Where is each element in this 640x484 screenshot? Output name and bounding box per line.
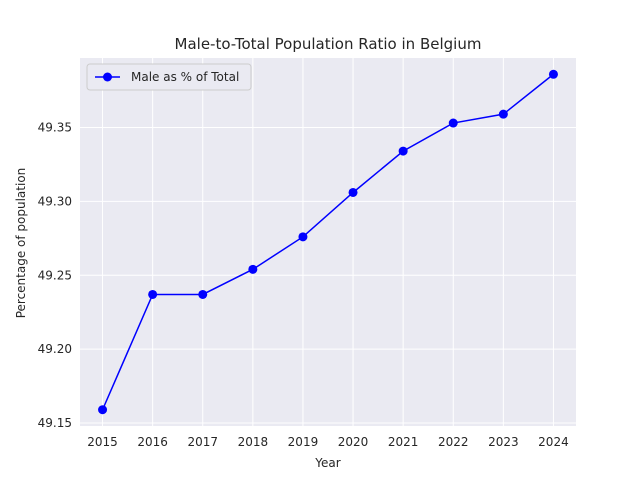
y-tick-label: 49.35 — [38, 120, 72, 134]
y-tick-label: 49.25 — [38, 268, 72, 282]
data-point — [98, 405, 108, 415]
x-tick-label: 2019 — [288, 435, 319, 449]
data-point — [448, 118, 458, 128]
legend: Male as % of Total — [86, 63, 252, 91]
data-point — [248, 264, 258, 274]
legend-label: Male as % of Total — [131, 70, 239, 84]
x-tick-label: 2022 — [438, 435, 469, 449]
data-point — [298, 232, 308, 242]
plot-area — [80, 58, 576, 426]
legend-box — [86, 63, 252, 91]
x-tick-label: 2016 — [137, 435, 168, 449]
x-axis-label: Year — [314, 456, 340, 470]
y-tick-labels: 49.15 49.20 49.25 49.30 49.35 — [38, 120, 72, 430]
grid-lines — [80, 58, 576, 426]
series-line — [101, 73, 554, 411]
x-tick-labels: 2015 2016 2017 2018 2019 2020 2021 2022 2023 2024 — [87, 435, 568, 449]
y-axis-label: Percentage of population — [14, 168, 28, 319]
x-tick-label: 2018 — [238, 435, 269, 449]
series-lines — [101, 73, 554, 411]
data-point — [498, 109, 508, 119]
x-tick-label: 2015 — [87, 435, 118, 449]
data-point — [198, 289, 208, 299]
y-tick-label: 49.30 — [38, 194, 72, 208]
data-point — [148, 289, 158, 299]
x-tick-label: 2024 — [538, 435, 569, 449]
legend-marker-swatch — [103, 72, 112, 82]
x-tick-label: 2023 — [488, 435, 519, 449]
x-tick-label: 2017 — [187, 435, 218, 449]
data-point — [348, 187, 358, 197]
data-point — [398, 146, 408, 156]
x-tick-label: 2021 — [388, 435, 419, 449]
series-markers — [98, 69, 558, 415]
data-point — [548, 69, 558, 79]
x-tick-label: 2020 — [338, 435, 369, 449]
y-tick-label: 49.20 — [38, 342, 72, 356]
y-tick-label: 49.15 — [38, 416, 72, 430]
chart-title: Male-to-Total Population Ratio in Belgiu… — [175, 35, 482, 53]
